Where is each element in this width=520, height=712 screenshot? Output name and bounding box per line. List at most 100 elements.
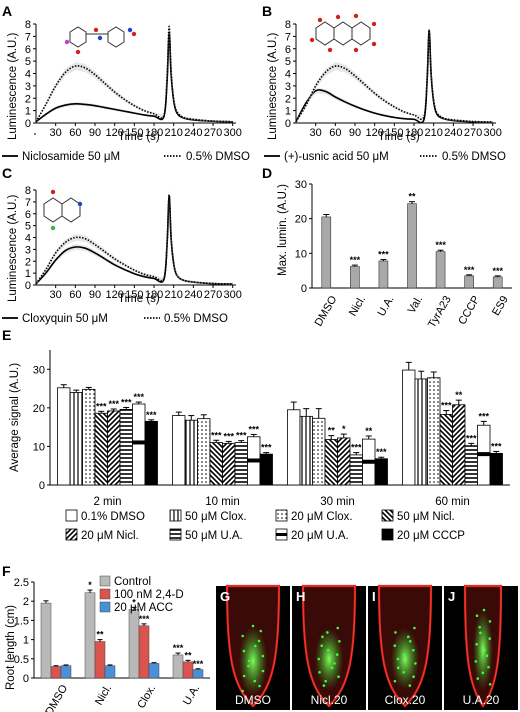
- panel-f-category-label: U.A.: [181, 683, 202, 708]
- microscopy-letter: H: [296, 589, 305, 604]
- panel-e-ytick-label: 0: [39, 480, 45, 492]
- panel-b-xlabel: Time (s): [378, 131, 420, 143]
- panel-a-xtick-label: 180: [145, 127, 163, 139]
- panel-c-chart: Luminescence (A.U.) Time (s) Cloxyquin 5…: [2, 185, 242, 325]
- gfp-speckle: [326, 631, 329, 634]
- panel-e-significance: ***: [466, 433, 477, 443]
- panel-a-ytick-label: 7: [25, 31, 31, 43]
- panel-f-legend-label: 100 nM 2,4-D: [114, 589, 184, 601]
- panel-b-chart: Luminescence (A.U.) Time (s) (+)-usnic a…: [264, 13, 506, 163]
- microscopy-label: Clox.20: [385, 693, 426, 707]
- gfp-speckle: [333, 662, 336, 665]
- gfp-speckle: [327, 648, 330, 652]
- gfp-speckle: [247, 664, 250, 668]
- gfp-speckle: [330, 666, 334, 670]
- microscopy-panel-j: J U.A.20: [444, 584, 518, 710]
- panel-label-b: B: [262, 3, 272, 19]
- panel-e-legend-swatch: [169, 528, 182, 541]
- panel-e-significance: **: [455, 390, 463, 400]
- panel-e-bar-band: [132, 440, 145, 445]
- panel-d-ytick-label: 20: [295, 214, 307, 226]
- panel-c-legend-solid: Cloxyquin 50 μM: [22, 313, 108, 325]
- panel-e-bar: [234, 442, 248, 486]
- panel-a-ytick-label: 4: [25, 69, 31, 81]
- panel-a-xtick-label: 120: [106, 127, 124, 139]
- panel-c-xtick-label: 30: [50, 289, 62, 301]
- panel-label-d: D: [262, 165, 272, 181]
- gfp-speckle: [396, 657, 400, 661]
- gfp-speckle: [412, 675, 415, 679]
- panel-c-xtick-label: 240: [184, 289, 202, 301]
- gfp-speckle: [481, 671, 485, 675]
- panel-c-series-2-line: [35, 193, 233, 285]
- panel-e-significance: ***: [96, 401, 107, 411]
- panel-c-xtick-label: 90: [89, 289, 101, 301]
- panel-e-legend-label: 20 μM U.A.: [291, 530, 349, 542]
- panel-a-ytick-label: 0: [25, 118, 31, 130]
- panel-e-category-label: 30 min: [320, 496, 355, 508]
- panel-b-legend-solid: (+)-usnic acid 50 μM: [284, 151, 389, 163]
- panel-e-bar: [259, 453, 273, 486]
- panel-b-molecule: [309, 13, 377, 53]
- panel-d-bar-ua: [378, 260, 389, 289]
- panel-b-ytick-label: 7: [285, 31, 291, 43]
- panel-e-ylabel: Average signal (A.U.): [9, 363, 21, 472]
- panel-e-legend-swatch: [381, 528, 394, 541]
- panel-e-bar: [402, 369, 416, 486]
- panel-b-xtick-label: 60: [329, 127, 341, 139]
- panel-a-series-1-line: [35, 31, 233, 123]
- panel-b-ytick-label: 2: [285, 93, 291, 105]
- panel-a-ytick-label: 6: [25, 44, 31, 56]
- gfp-speckle: [258, 684, 261, 688]
- gfp-speckle: [393, 644, 397, 648]
- panel-f-significance: ***: [173, 643, 184, 653]
- panel-e-bar: [439, 414, 453, 486]
- gfp-speckle: [254, 644, 257, 648]
- panel-d-ytick-label: 30: [295, 179, 307, 191]
- panel-a-xtick-label: 60: [69, 127, 81, 139]
- panel-e-category-label: 2 min: [93, 496, 121, 508]
- panel-c-series-2-band: [36, 188, 233, 285]
- gfp-speckle: [483, 648, 487, 652]
- panel-f-legend-swatch: [99, 588, 111, 600]
- panel-f-ylabel: Root length (cm): [5, 605, 17, 690]
- panel-c-ytick-label: 0: [25, 280, 31, 292]
- microscopy-panel-h: H Nicl.20: [292, 584, 366, 710]
- gfp-speckle: [414, 662, 417, 665]
- panel-f-bar: [182, 661, 194, 679]
- panel-f-bar: [94, 641, 106, 679]
- panel-e-ytick-label: 10: [33, 441, 45, 453]
- panel-e-bar: [172, 415, 186, 486]
- gfp-speckle: [408, 684, 412, 687]
- panel-d-significance: **: [408, 192, 416, 202]
- panel-a-xtick-label: 210: [165, 127, 183, 139]
- panel-f-ytick-label: 1: [23, 635, 29, 647]
- panel-e-significance: ***: [441, 401, 452, 411]
- panel-b-xtick-label: 90: [349, 127, 361, 139]
- gfp-speckle: [396, 666, 400, 670]
- panel-b-ytick-label: 5: [285, 56, 291, 68]
- panel-c-xlabel: Time (s): [118, 293, 160, 305]
- panel-d-significance: ***: [464, 265, 475, 275]
- panel-a-chart: Luminescence (A.U.) Time (s) Niclosamide…: [2, 19, 250, 163]
- panel-a-xtick-label: 270: [204, 127, 222, 139]
- gfp-speckle: [321, 635, 324, 639]
- panel-e-bar: [119, 408, 133, 486]
- gfp-speckle: [402, 653, 406, 656]
- panel-e-bar: [414, 378, 428, 486]
- panel-e-significance: ***: [236, 431, 247, 441]
- panel-a-xtick-label: 30: [50, 127, 62, 139]
- panel-a-legend-solid: Niclosamide 50 μM: [22, 151, 120, 163]
- panel-e-bar: [374, 458, 388, 486]
- panel-f-legend-swatch: [99, 601, 111, 613]
- panel-e-bar: [94, 412, 108, 486]
- panel-e-significance: *: [342, 424, 346, 434]
- panel-d-significance: ***: [435, 240, 446, 250]
- panel-b-xtick-label: 30: [310, 127, 322, 139]
- panel-b-ylabel: Luminescence (A.U.): [267, 32, 279, 140]
- panel-e-bar: [464, 445, 478, 486]
- panel-c-molecule: [43, 189, 83, 231]
- panel-f-category-label: DMSO: [43, 683, 70, 712]
- root-cell-walls: [302, 585, 356, 707]
